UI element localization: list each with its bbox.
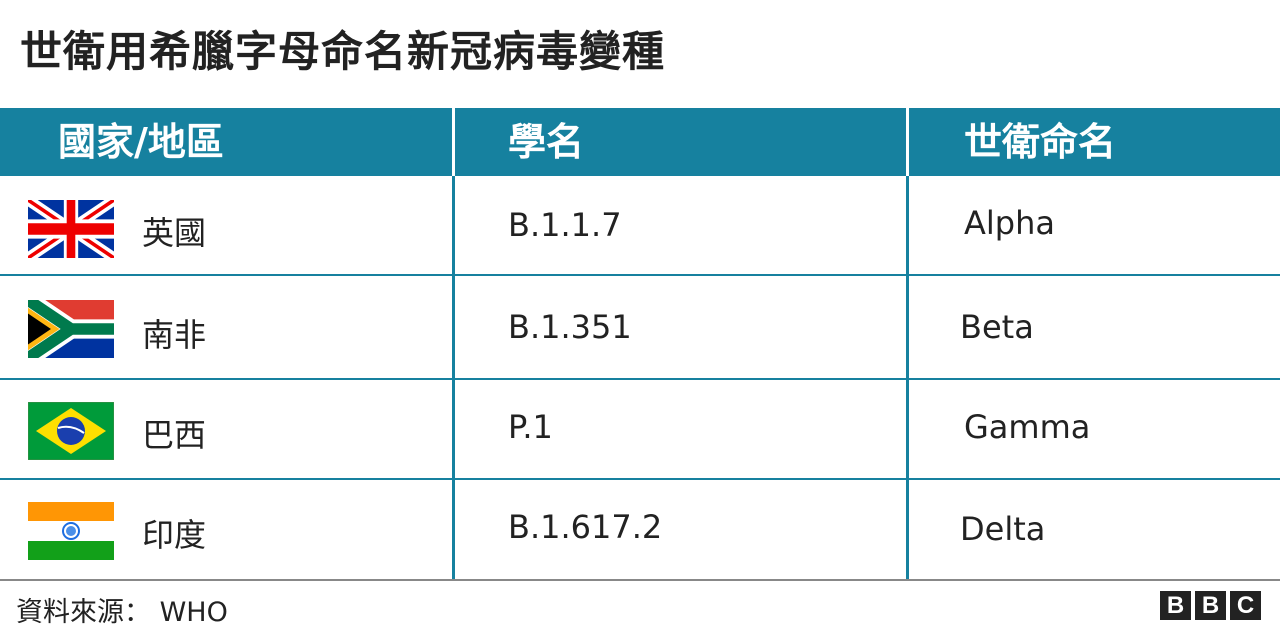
row-divider xyxy=(0,478,1280,480)
who-name: Beta xyxy=(960,308,1034,346)
header-divider xyxy=(906,108,909,176)
country-name: 巴西 xyxy=(142,416,207,454)
table-row: 南非 B.1.351 Beta xyxy=(0,280,1280,380)
india-flag-icon xyxy=(28,502,114,560)
table-header: 國家/地區 學名 世衛命名 xyxy=(0,108,1280,176)
country-name: 南非 xyxy=(142,316,207,354)
bbc-logo-letter: B xyxy=(1195,591,1226,620)
table-row: 巴西 P.1 Gamma xyxy=(0,380,1280,480)
footer-divider xyxy=(0,579,1280,581)
scientific-name: B.1.1.7 xyxy=(508,206,622,244)
scientific-name: P.1 xyxy=(508,408,553,446)
source-note: 資料來源： WHO xyxy=(16,597,228,628)
bbc-logo-letter: C xyxy=(1230,591,1261,620)
scientific-name: B.1.351 xyxy=(508,308,632,346)
column-divider xyxy=(452,108,455,580)
country-name: 英國 xyxy=(142,214,207,252)
who-name: Delta xyxy=(960,510,1046,548)
header-who-name: 世衛命名 xyxy=(964,120,1117,164)
bbc-logo: B B C xyxy=(1160,591,1261,620)
south-africa-flag-icon xyxy=(28,300,114,358)
uk-flag-icon xyxy=(28,200,114,258)
country-name: 印度 xyxy=(142,516,207,554)
column-divider xyxy=(906,108,909,580)
table-row: 英國 B.1.1.7 Alpha xyxy=(0,176,1280,276)
header-divider xyxy=(452,108,455,176)
header-country: 國家/地區 xyxy=(58,120,224,164)
row-divider xyxy=(0,274,1280,276)
bbc-logo-letter: B xyxy=(1160,591,1191,620)
scientific-name: B.1.617.2 xyxy=(508,508,663,546)
who-name: Gamma xyxy=(964,408,1091,446)
brazil-flag-icon xyxy=(28,402,114,460)
row-divider xyxy=(0,378,1280,380)
table-row: 印度 B.1.617.2 Delta xyxy=(0,480,1280,580)
header-scientific-name: 學名 xyxy=(508,120,585,164)
who-name: Alpha xyxy=(964,204,1055,242)
page-title: 世衛用希臘字母命名新冠病毒變種 xyxy=(20,27,666,76)
